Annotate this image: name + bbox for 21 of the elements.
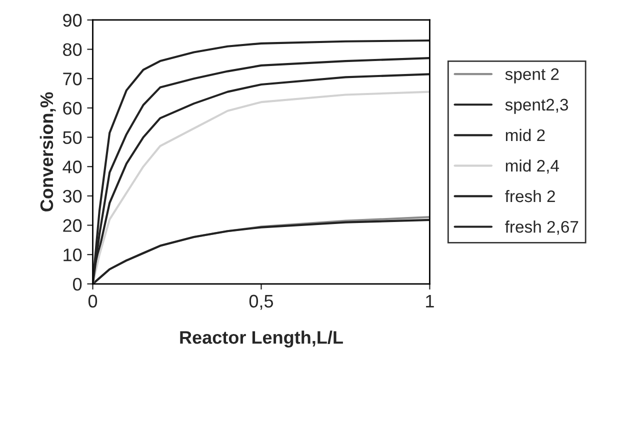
y-tick-label: 50: [62, 131, 82, 144]
y-tick-label: 70: [63, 72, 82, 86]
legend-label: spent2,3: [505, 98, 568, 114]
x-tick-label: 1: [426, 294, 434, 308]
y-tick-label: 40: [62, 160, 82, 174]
y-tick-label: 0: [73, 278, 82, 291]
legend-label: mid 2: [506, 128, 545, 142]
y-tick-label: 30: [62, 190, 82, 203]
x-tick-label: 0: [88, 294, 98, 308]
x-axis-title: Reactor Length,L/L: [180, 330, 343, 348]
legend-label: mid 2,4: [506, 159, 559, 174]
y-tick-label: 60: [63, 102, 82, 115]
y-tick-label: 10: [64, 248, 82, 262]
y-tick-label: 80: [63, 43, 82, 56]
y-tick-label: 90: [63, 14, 82, 27]
legend-label: fresh 2: [505, 190, 555, 202]
x-tick-label: 0,5: [249, 294, 274, 310]
y-tick-label: 20: [63, 219, 82, 232]
legend-label: spent 2: [505, 68, 559, 84]
legend-label: fresh 2,67: [505, 220, 578, 235]
y-axis-title: Conversion,%: [40, 92, 56, 212]
